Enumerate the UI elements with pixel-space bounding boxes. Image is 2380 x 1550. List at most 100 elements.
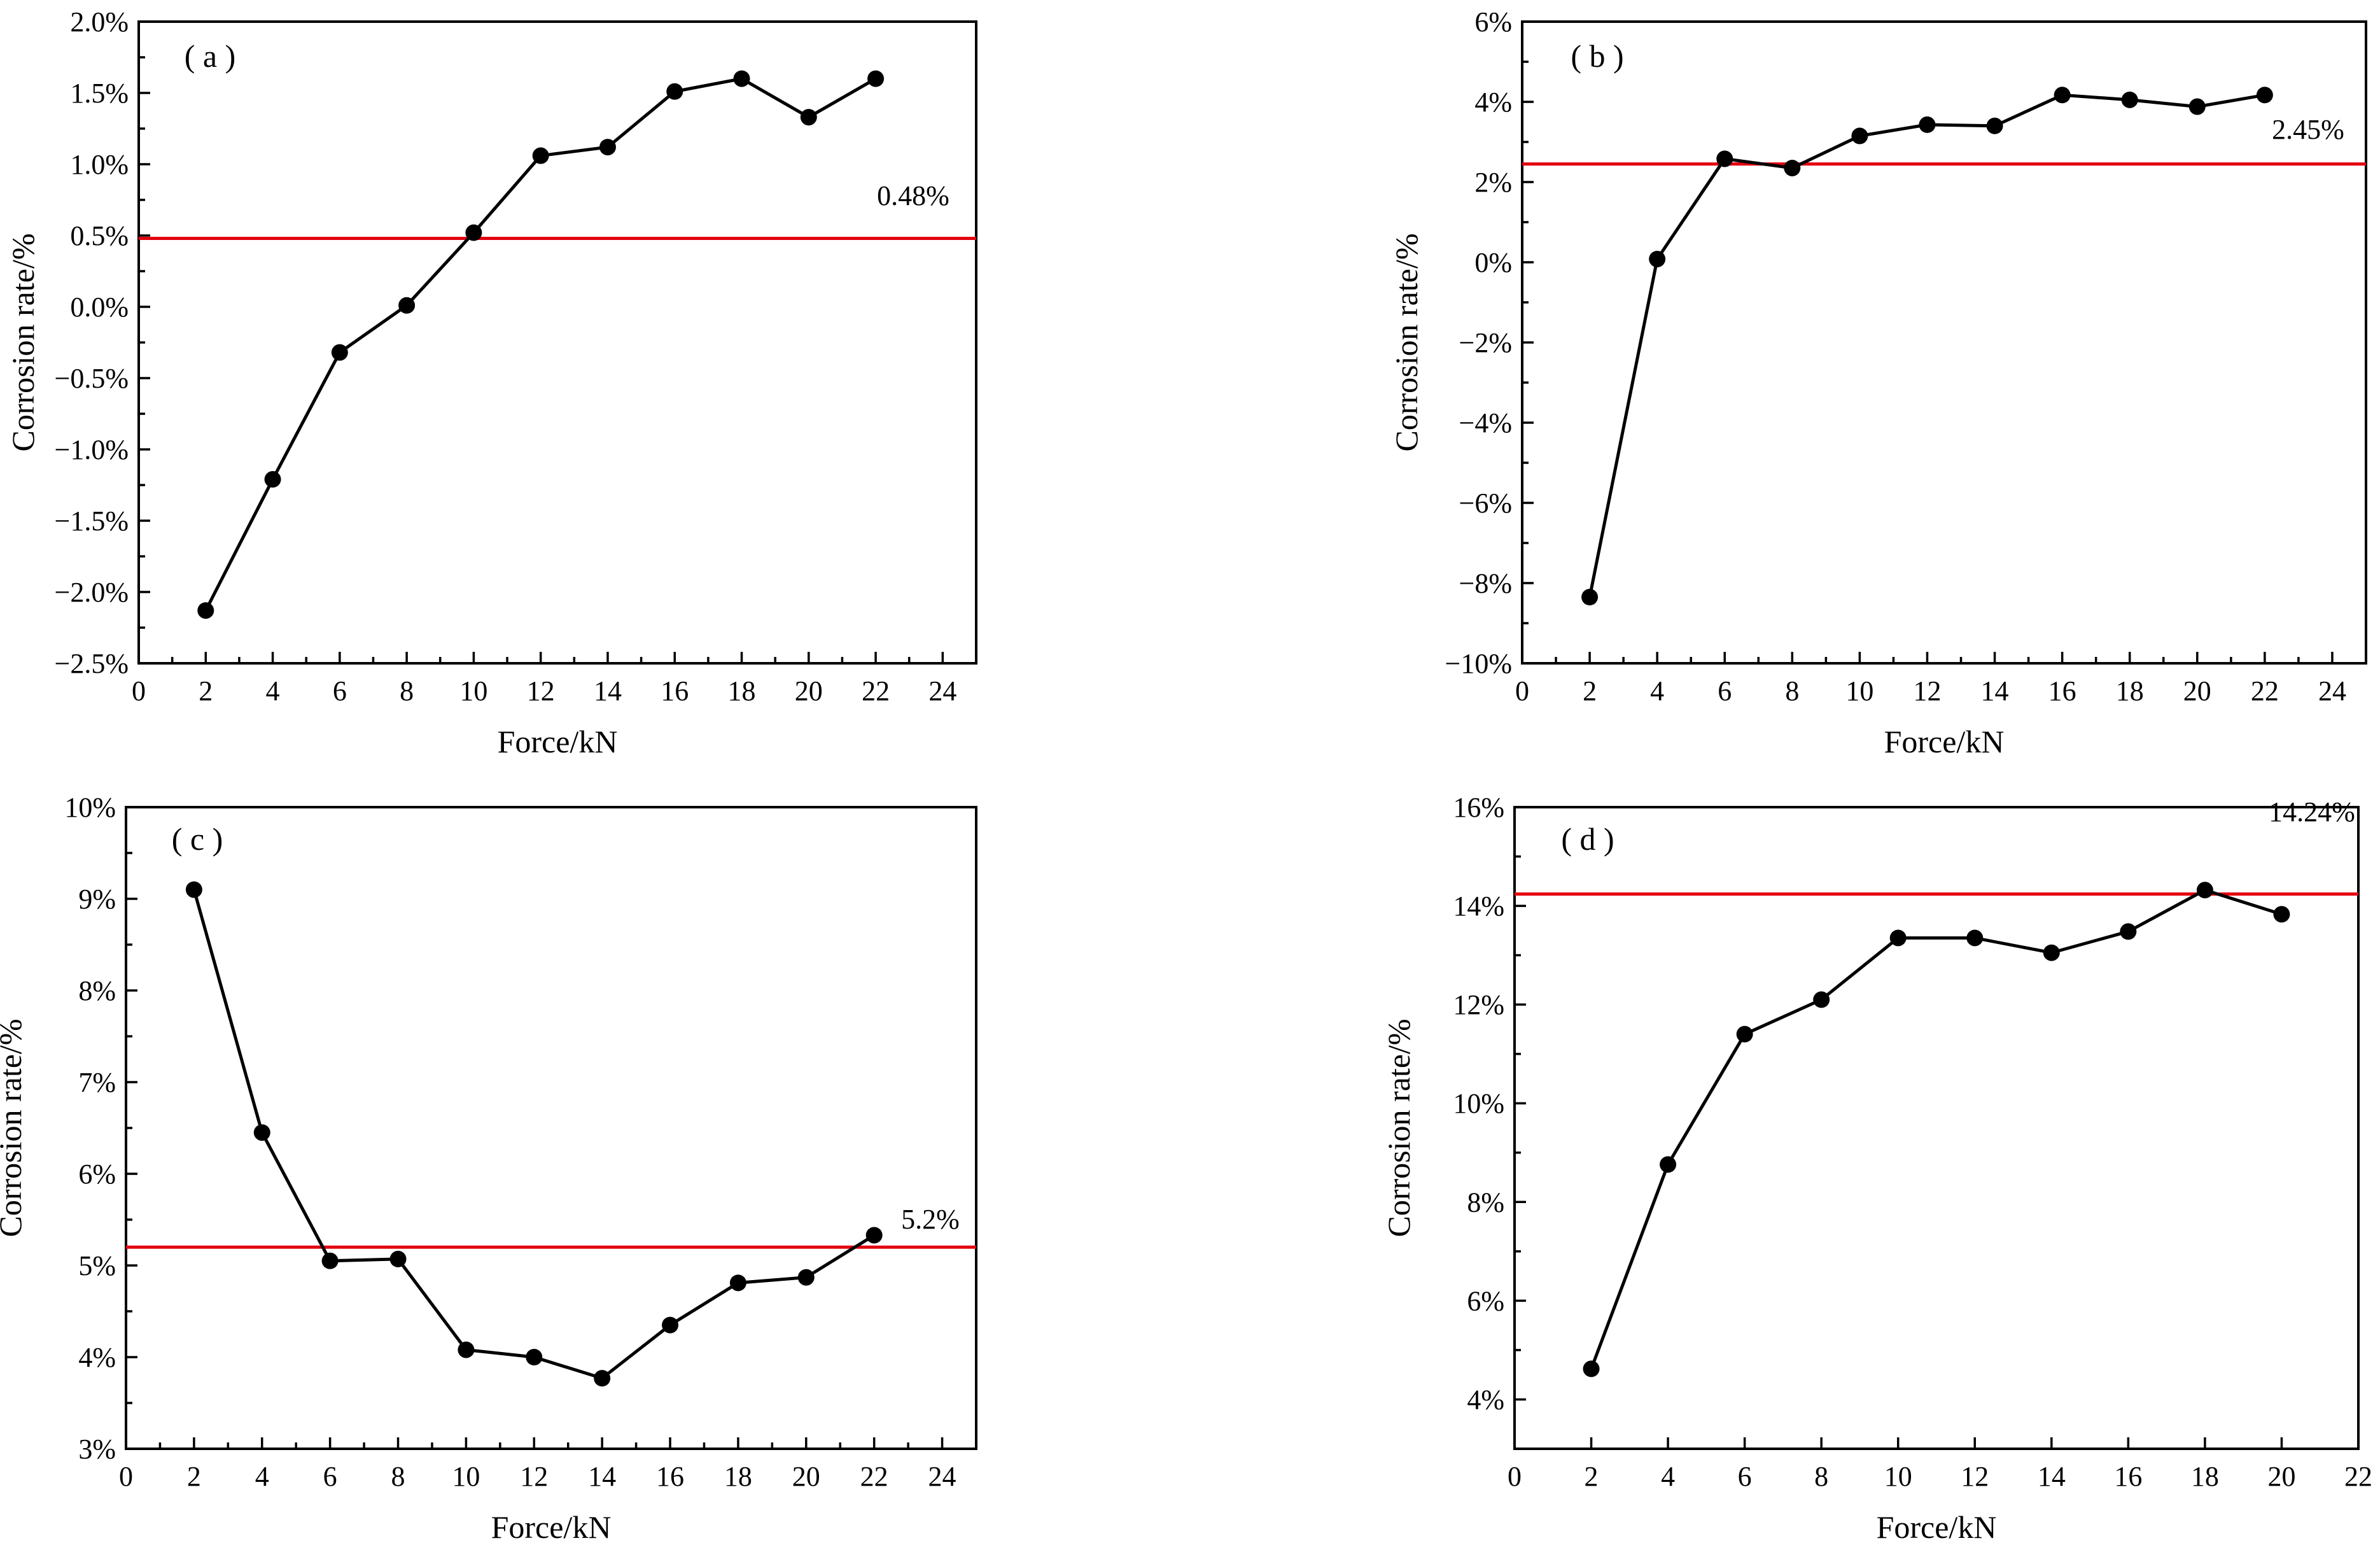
data-point	[800, 109, 817, 126]
y-tick-label: 4%	[1467, 1384, 1504, 1415]
y-tick-label: 16%	[1453, 792, 1504, 823]
plot-frame	[1521, 20, 2367, 665]
x-tick-label: 16	[656, 1461, 684, 1492]
data-point	[2121, 91, 2138, 108]
x-tick-label: 8	[391, 1461, 405, 1492]
x-tick-label: 6	[1738, 1461, 1752, 1492]
panel-a: 0 2 4 6 8 10 12 14 16 18 20 22 24−2.5%−2.0%−1.5%−1.0…	[5, 6, 977, 759]
x-tick-label: 24	[928, 1461, 956, 1492]
y-tick-label: 6%	[78, 1159, 116, 1190]
panel-label: ( c )	[172, 821, 223, 857]
panel-c: 0 2 4 6 8 10 12 14 16 18 20 22 243%4%5%6%7%8%9%10%Fo…	[0, 792, 977, 1545]
panel-label: ( a )	[185, 38, 236, 74]
x-tick-label: 24	[928, 675, 956, 707]
y-tick-label: 8%	[78, 975, 116, 1006]
y-tick-label: −2%	[1459, 327, 1512, 358]
data-point	[331, 344, 348, 361]
data-point	[185, 881, 202, 898]
y-tick-label: −10%	[1445, 648, 1512, 679]
x-tick-label: 16	[2048, 675, 2076, 707]
data-point	[2273, 906, 2290, 923]
x-tick-label: 12	[1913, 675, 1941, 707]
x-tick-label: 22	[2344, 1461, 2372, 1492]
x-tick-label: 12	[1961, 1461, 1989, 1492]
x-tick-label: 2	[187, 1461, 201, 1492]
data-point	[1889, 929, 1907, 947]
data-point	[599, 139, 616, 156]
panel-d: 0 2 4 6 8 10 12 14 16 18 20 22 4% 6% 8% 10% 12% 14% 16% For…	[1381, 792, 2372, 1545]
y-tick-label: 14%	[1453, 891, 1504, 922]
x-tick-label: 18	[2191, 1461, 2219, 1492]
plot-frame	[125, 806, 977, 1450]
y-tick-label: 0%	[1474, 247, 1512, 278]
x-tick-label: 16	[661, 675, 689, 707]
series-line	[1590, 888, 2283, 1370]
x-tick-label: 8	[1814, 1461, 1828, 1492]
x-axis-title: Force/kN	[498, 724, 618, 759]
x-tick-label: 6	[333, 675, 347, 707]
x-axis-title: Force/kN	[1877, 1509, 1997, 1545]
data-point	[733, 70, 750, 87]
data-point	[867, 70, 885, 87]
y-axis-title: Corrosion rate/%	[1389, 234, 1424, 452]
x-tick-label: 6	[1718, 675, 1732, 707]
x-tick-label: 4	[255, 1461, 269, 1492]
x-tick-label: 10	[1884, 1461, 1912, 1492]
y-tick-label: 4%	[78, 1342, 116, 1373]
y-tick-label: −2.5%	[55, 648, 129, 679]
x-tick-label: 16	[2114, 1461, 2142, 1492]
plot-frame	[1513, 806, 2360, 1450]
x-tick-label: 4	[1661, 1461, 1675, 1492]
y-tick-label: 4%	[1474, 87, 1512, 118]
data-point	[398, 297, 416, 314]
reference-label: 5.2%	[901, 1204, 960, 1235]
x-tick-label: 14	[594, 675, 622, 707]
data-point	[1919, 116, 1936, 133]
data-point	[197, 602, 214, 619]
data-point	[2120, 923, 2137, 940]
x-tick-label: 0	[132, 675, 146, 707]
y-tick-label: 0.5%	[70, 220, 129, 251]
data-point	[2256, 87, 2273, 104]
series-line	[192, 889, 875, 1380]
x-tick-label: 18	[728, 675, 756, 707]
data-point	[253, 1124, 270, 1141]
x-tick-label: 20	[792, 1461, 820, 1492]
x-tick-label: 10	[1845, 675, 1873, 707]
x-tick-label: 20	[2267, 1461, 2295, 1492]
x-tick-label: 14	[2038, 1461, 2066, 1492]
panel-label: ( d )	[1561, 821, 1614, 857]
x-tick-label: 4	[266, 675, 280, 707]
x-tick-label: 2	[199, 675, 213, 707]
y-tick-label: −4%	[1459, 407, 1512, 439]
y-axis-title: Corrosion rate/%	[5, 234, 41, 452]
x-tick-label: 12	[520, 1461, 548, 1492]
x-tick-label: 24	[2318, 675, 2346, 707]
y-tick-label: 6%	[1467, 1285, 1504, 1316]
data-point	[389, 1250, 407, 1267]
x-tick-label: 12	[527, 675, 555, 707]
data-point	[594, 1370, 611, 1387]
panel-b: 0 2 4 6 8 10 12 14 16 18 20 22 24−10%−8%−6%−4%−2%0%2…	[1389, 6, 2367, 759]
y-tick-label: 3%	[78, 1434, 116, 1465]
x-tick-label: 4	[1650, 675, 1664, 707]
x-tick-label: 22	[860, 1461, 888, 1492]
y-axis-title: Corrosion rate/%	[0, 1019, 28, 1237]
data-point	[2196, 882, 2213, 899]
y-tick-label: −1.0%	[55, 434, 129, 465]
x-tick-label: 2	[1583, 675, 1597, 707]
y-tick-label: 12%	[1453, 989, 1504, 1020]
data-point	[1660, 1156, 1677, 1173]
data-point	[1986, 117, 2003, 134]
y-axis-title: Corrosion rate/%	[1381, 1019, 1417, 1237]
data-point	[797, 1269, 815, 1286]
x-tick-label: 6	[323, 1461, 337, 1492]
x-tick-label: 8	[1785, 675, 1799, 707]
data-point	[662, 1316, 679, 1334]
x-tick-label: 14	[1981, 675, 2009, 707]
data-point	[2043, 944, 2060, 961]
data-point	[526, 1349, 543, 1365]
data-point	[2054, 87, 2071, 104]
data-point	[2188, 98, 2206, 115]
